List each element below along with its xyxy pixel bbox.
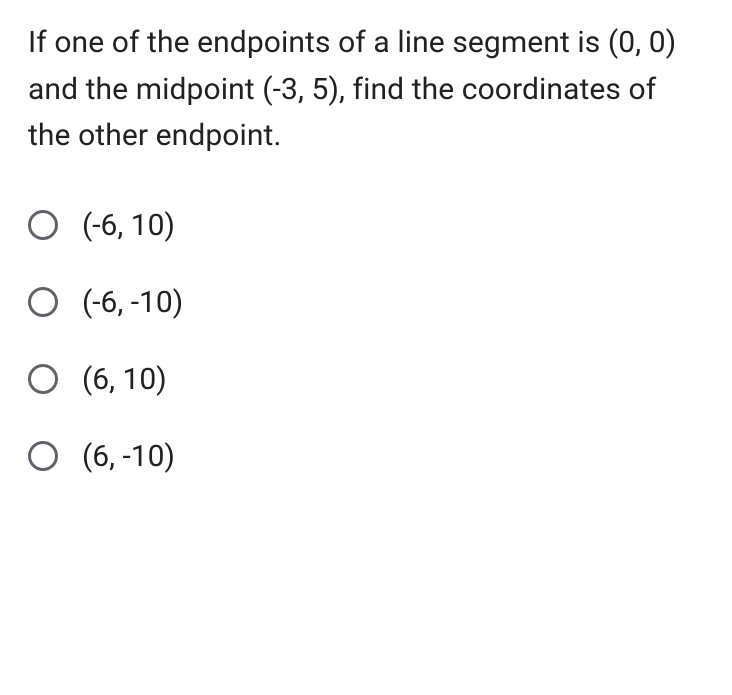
question-text: If one of the endpoints of a line segmen… xyxy=(28,20,704,160)
radio-icon xyxy=(28,210,58,240)
radio-icon xyxy=(28,441,58,471)
option-label: (6, 10) xyxy=(82,362,167,397)
radio-icon xyxy=(28,364,58,394)
option-row-0[interactable]: (-6, 10) xyxy=(28,208,704,243)
option-label: (-6, 10) xyxy=(82,208,175,243)
option-row-2[interactable]: (6, 10) xyxy=(28,362,704,397)
option-row-1[interactable]: (-6, -10) xyxy=(28,285,704,320)
option-label: (-6, -10) xyxy=(82,285,183,320)
options-container: (-6, 10) (-6, -10) (6, 10) (6, -10) xyxy=(28,208,704,474)
option-row-3[interactable]: (6, -10) xyxy=(28,439,704,474)
radio-icon xyxy=(28,287,58,317)
option-label: (6, -10) xyxy=(82,439,175,474)
